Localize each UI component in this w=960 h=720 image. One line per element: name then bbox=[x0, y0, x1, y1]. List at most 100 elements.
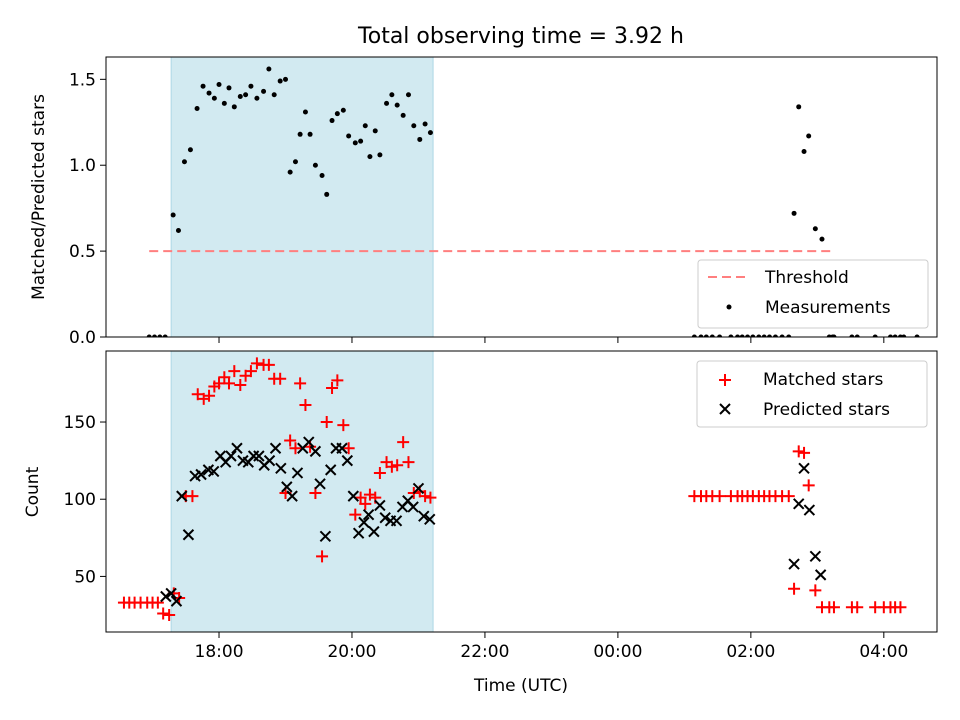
bottom-x-tick-label: 20:00 bbox=[327, 642, 376, 662]
predicted-star-point bbox=[269, 442, 282, 454]
legend-matched-swatch bbox=[719, 374, 731, 386]
measurement-point bbox=[243, 92, 249, 98]
top-y-tick-label: 0.0 bbox=[69, 328, 96, 348]
measurement-point bbox=[914, 334, 920, 337]
predicted-star-point bbox=[275, 462, 287, 475]
measurement-point bbox=[248, 83, 254, 89]
predicted-star-point bbox=[390, 515, 403, 527]
measurement-point bbox=[254, 95, 260, 101]
measurement-point bbox=[417, 136, 423, 142]
bottom-x-tick-label: 22:00 bbox=[460, 642, 509, 662]
matched-stars-series bbox=[117, 357, 907, 622]
matched-star-point bbox=[798, 446, 811, 459]
matched-star-point bbox=[284, 434, 297, 447]
measurement-point bbox=[334, 111, 340, 117]
predicted-star-point bbox=[368, 525, 380, 538]
measurement-point bbox=[216, 81, 222, 87]
top-plot-frame bbox=[105, 56, 938, 338]
count-panel: 50 100 150 18:00 20:00 22:00 00:00 02:00 04:00 bbox=[64, 350, 938, 662]
measurement-point bbox=[756, 334, 762, 337]
predicted-star-point bbox=[291, 467, 304, 479]
predicted-star-point bbox=[424, 513, 436, 525]
ratio-panel: 0.0 0.5 1.0 1.5 bbox=[69, 56, 938, 348]
measurement-point bbox=[146, 334, 152, 337]
measurement-point bbox=[367, 154, 373, 160]
predicted-star-point bbox=[195, 468, 207, 481]
measurement-point bbox=[422, 121, 428, 127]
top-y-tick-label: 0.5 bbox=[69, 242, 96, 262]
matched-star-point bbox=[894, 601, 907, 614]
measurement-point bbox=[735, 334, 741, 337]
predicted-star-point bbox=[165, 587, 177, 600]
predicted-star-point bbox=[309, 445, 322, 458]
bottom-x-tick-label: 04:00 bbox=[859, 642, 908, 662]
measurement-point bbox=[277, 78, 283, 84]
top-observing-span bbox=[170, 56, 434, 338]
measurement-point bbox=[200, 83, 206, 89]
measurement-point bbox=[400, 112, 406, 118]
matched-star-point bbox=[402, 456, 415, 469]
measurement-point bbox=[897, 334, 903, 337]
matched-star-point bbox=[391, 459, 404, 472]
measurement-point bbox=[691, 334, 697, 337]
measurement-point bbox=[358, 138, 364, 144]
measurement-point bbox=[389, 92, 395, 98]
predicted-star-point bbox=[793, 498, 805, 510]
measurement-point bbox=[709, 334, 715, 337]
predicted-star-point bbox=[352, 527, 365, 539]
measurement-point bbox=[854, 334, 860, 337]
measurement-point bbox=[411, 123, 417, 129]
predicted-star-point bbox=[225, 450, 237, 462]
measurement-point bbox=[297, 131, 303, 137]
measurement-point bbox=[346, 133, 352, 139]
matched-star-point bbox=[419, 490, 432, 503]
measurement-point bbox=[187, 147, 193, 153]
matched-star-point bbox=[827, 601, 840, 614]
matched-star-point bbox=[349, 508, 362, 521]
measurement-point bbox=[892, 334, 898, 337]
bottom-x-tick-label: 00:00 bbox=[593, 642, 642, 662]
predicted-star-point bbox=[788, 558, 800, 570]
measurement-point bbox=[786, 334, 792, 337]
predicted-star-point bbox=[814, 569, 827, 581]
measurement-point bbox=[231, 104, 237, 110]
bottom-x-tick-label: 18:00 bbox=[195, 642, 244, 662]
bottom-observing-span bbox=[170, 350, 434, 633]
measurement-point bbox=[162, 334, 168, 337]
matched-star-point bbox=[222, 377, 235, 390]
measurement-point bbox=[830, 334, 836, 337]
bottom-x-tick-label: 02:00 bbox=[726, 642, 775, 662]
legend-measurements-label: Measurements bbox=[765, 298, 891, 318]
measurements-series bbox=[146, 66, 920, 337]
top-legend: Threshold Measurements bbox=[697, 259, 929, 329]
legend-predicted-swatch bbox=[719, 403, 731, 415]
matched-star-point bbox=[186, 490, 199, 503]
matched-star-point bbox=[326, 382, 339, 395]
matched-star-point bbox=[337, 419, 350, 432]
measurement-point bbox=[761, 334, 767, 337]
legend-predicted-label: Predicted stars bbox=[763, 400, 890, 420]
measurement-point bbox=[819, 236, 825, 242]
matched-star-point bbox=[244, 365, 257, 378]
measurement-point bbox=[302, 109, 308, 115]
matched-star-point bbox=[331, 374, 344, 387]
predicted-star-point bbox=[170, 595, 183, 607]
predicted-star-point bbox=[809, 550, 822, 563]
matched-star-point bbox=[250, 357, 263, 370]
predicted-star-point bbox=[176, 490, 188, 502]
measurement-point bbox=[181, 159, 187, 165]
measurement-point bbox=[872, 334, 878, 337]
measurement-point bbox=[766, 334, 772, 337]
measurement-point bbox=[157, 334, 163, 337]
matched-star-point bbox=[342, 442, 355, 455]
legend-matched-label: Matched stars bbox=[763, 370, 883, 390]
measurement-point bbox=[237, 94, 243, 100]
top-y-axis-label: Matched/Predicted stars bbox=[29, 94, 49, 300]
measurement-point bbox=[287, 169, 293, 175]
bottom-y-tick-label: 100 bbox=[64, 490, 96, 510]
measurement-point bbox=[887, 334, 893, 337]
matched-star-point bbox=[289, 442, 302, 455]
measurement-point bbox=[791, 210, 797, 216]
predicted-star-point bbox=[803, 504, 816, 516]
